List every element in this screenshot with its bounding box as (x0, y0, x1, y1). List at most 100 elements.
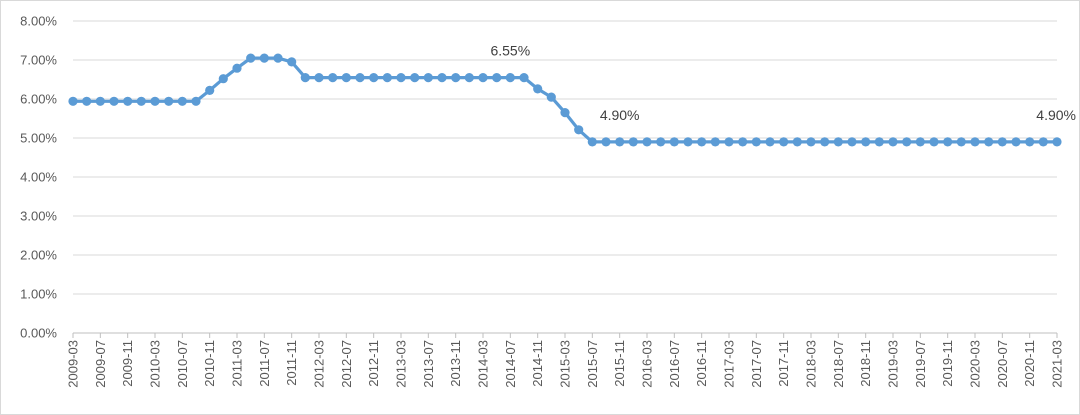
data-point (191, 96, 201, 106)
data-point (464, 73, 474, 83)
data-point (246, 53, 256, 63)
y-tick-label: 7.00% (20, 53, 57, 68)
x-tick-label: 2011-07 (257, 340, 272, 387)
data-point (437, 73, 447, 83)
data-point (273, 53, 283, 63)
x-tick-label: 2015-11 (612, 340, 627, 387)
data-point (382, 73, 392, 83)
y-tick-label: 3.00% (20, 209, 57, 224)
data-point (806, 137, 816, 147)
y-tick-label: 0.00% (20, 326, 57, 341)
data-point (355, 73, 365, 83)
data-point (205, 85, 215, 95)
data-label: 4.90% (600, 107, 640, 123)
axes (72, 332, 1058, 338)
data-point (1025, 137, 1035, 147)
data-point (574, 125, 584, 135)
data-point (287, 57, 297, 67)
data-point (738, 137, 748, 147)
data-point (533, 84, 543, 94)
data-point (779, 137, 789, 147)
data-point (861, 137, 871, 147)
data-labels: 6.55% 4.90% 4.90% (490, 43, 1076, 123)
x-tick-label: 2015-03 (558, 340, 573, 388)
data-point (451, 73, 461, 83)
data-point (95, 96, 105, 106)
x-tick-label: 2013-07 (421, 340, 436, 388)
data-point (915, 137, 925, 147)
data-point (369, 73, 379, 83)
gridlines (73, 20, 1057, 295)
data-point (341, 73, 351, 83)
x-tick-label: 2016-03 (640, 340, 655, 388)
data-point (177, 96, 187, 106)
x-tick-label: 2014-03 (476, 340, 491, 388)
x-tick-label: 2018-11 (858, 340, 873, 387)
x-tick-label: 2015-07 (585, 340, 600, 388)
data-point (615, 137, 625, 147)
x-tick-label: 2009-03 (66, 340, 81, 388)
data-label: 4.90% (1036, 107, 1076, 123)
x-tick-label: 2019-11 (940, 340, 955, 387)
data-point (710, 137, 720, 147)
y-tick-label: 6.00% (20, 92, 57, 107)
y-axis-tick-labels: 0.00% 1.00% 2.00% 3.00% 4.00% 5.00% 6.00% 7.00%… (20, 14, 57, 341)
x-tick-label: 2016-07 (667, 340, 682, 388)
data-point (943, 137, 953, 147)
data-point (68, 96, 78, 106)
x-tick-label: 2012-03 (312, 340, 327, 388)
data-point (560, 108, 570, 118)
data-point (300, 73, 310, 83)
y-tick-label: 2.00% (20, 248, 57, 263)
data-point (656, 137, 666, 147)
x-tick-label: 2012-11 (366, 340, 381, 387)
data-point (888, 137, 898, 147)
data-point (164, 96, 174, 106)
data-point (628, 137, 638, 147)
x-tick-label: 2010-07 (175, 340, 190, 388)
x-tick-label: 2020-07 (995, 340, 1010, 388)
x-tick-label: 2020-03 (968, 340, 983, 388)
y-tick-label: 1.00% (20, 287, 57, 302)
data-point (683, 137, 693, 147)
x-tick-label: 2014-07 (503, 340, 518, 388)
x-tick-label: 2010-03 (148, 340, 163, 388)
x-tick-label: 2017-03 (722, 340, 737, 388)
x-tick-label: 2017-11 (776, 340, 791, 387)
x-axis-tick-labels: 2009-03 2009-07 2009-11 2010-03 2010-07 2010-… (66, 340, 1065, 388)
data-point (123, 96, 133, 106)
x-tick-label: 2010-11 (202, 340, 217, 387)
x-tick-label: 2012-07 (339, 340, 354, 388)
data-point (765, 137, 775, 147)
data-point (956, 137, 966, 147)
x-tick-label: 2019-07 (913, 340, 928, 388)
data-point (601, 137, 611, 147)
data-point (546, 92, 556, 102)
data-point (410, 73, 420, 83)
data-point (929, 137, 939, 147)
series (68, 53, 1062, 147)
data-label: 6.55% (490, 43, 530, 59)
data-point (519, 73, 529, 83)
data-point (328, 73, 338, 83)
data-point (833, 137, 843, 147)
data-point (984, 137, 994, 147)
data-point (1052, 137, 1062, 147)
data-point (874, 137, 884, 147)
data-point (492, 73, 502, 83)
data-point (136, 96, 146, 106)
data-point (314, 73, 324, 83)
data-point (669, 137, 679, 147)
data-point (396, 73, 406, 83)
x-tick-label: 2021-03 (1050, 340, 1065, 388)
data-point (150, 96, 160, 106)
data-point (902, 137, 912, 147)
x-tick-label: 2009-07 (93, 340, 108, 388)
data-point (259, 53, 269, 63)
x-tick-label: 2020-11 (1022, 340, 1037, 387)
x-tick-label: 2009-11 (120, 340, 135, 387)
data-point (697, 137, 707, 147)
data-point (218, 74, 228, 84)
data-point (1038, 137, 1048, 147)
